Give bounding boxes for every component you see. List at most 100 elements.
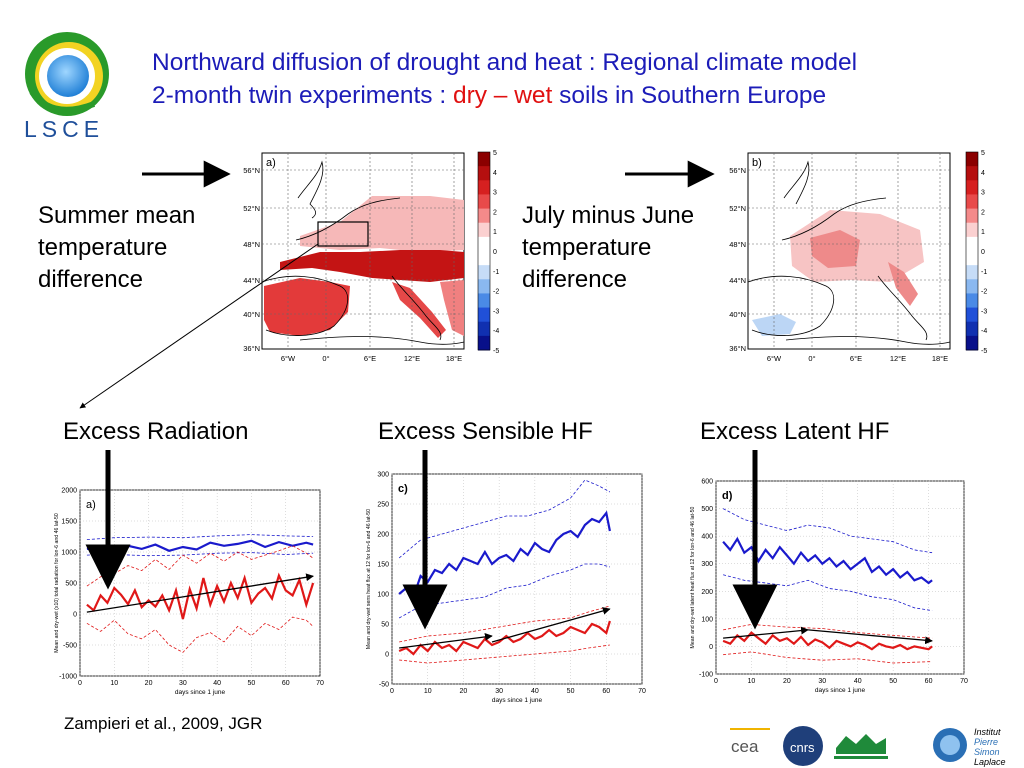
colorbar-swatch <box>966 194 978 210</box>
partner-logos: cea cnrs Institut Pierre Simon Laplace <box>728 726 1006 767</box>
map-b-panel-label: b) <box>752 157 762 169</box>
lat-tick-label: 48°N <box>729 240 746 249</box>
colorbar-tick-label: 0 <box>493 249 497 256</box>
series-line <box>398 620 611 656</box>
summer-label: Summer mean temperature difference <box>38 200 195 296</box>
x-tick-label: 60 <box>602 688 610 695</box>
y-axis-label: Mean and dry-wet (x10) total radiation f… <box>54 513 60 653</box>
lat-tick-label: 56°N <box>243 166 260 175</box>
logo-text: LSCE <box>24 116 105 142</box>
panel-label: a) <box>86 499 96 511</box>
map-a-iberia-coast <box>261 275 348 336</box>
y-tick-label: 500 <box>65 581 77 588</box>
colorbar-swatch <box>478 166 490 181</box>
svg-text:cea: cea <box>731 737 759 756</box>
colorbar-tick-label: 4 <box>493 170 497 177</box>
y-tick-label: -1000 <box>59 674 77 681</box>
colorbar-tick-label: 2 <box>981 209 985 216</box>
colorbar-swatch <box>478 293 490 309</box>
lat-tick-label: 40°N <box>243 310 260 319</box>
x-tick-label: 30 <box>179 680 187 687</box>
x-tick-label: 30 <box>495 688 503 695</box>
colorbar-tick-label: -2 <box>981 289 987 296</box>
colorbar-swatch <box>478 180 490 195</box>
lat-tick-label: 44°N <box>243 276 260 285</box>
colorbar-tick-label: 3 <box>493 190 497 197</box>
panel-label: d) <box>722 490 733 502</box>
colorbar-tick-label: -3 <box>981 308 987 315</box>
colorbar-tick-label: 1 <box>981 229 985 236</box>
x-tick-label: 10 <box>110 680 118 687</box>
y-tick-label: 0 <box>385 652 389 659</box>
series-spread-line <box>86 616 314 653</box>
x-tick-label: 40 <box>531 688 539 695</box>
svg-text:cnrs: cnrs <box>790 740 815 755</box>
colorbar-swatch <box>966 180 978 195</box>
colorbar-swatch <box>478 194 490 210</box>
latent-label: Excess Latent HF <box>700 418 890 445</box>
summer-label-line-1: Summer mean <box>38 202 196 229</box>
colorbar-swatch <box>478 222 490 238</box>
slide-title: Northward diffusion of drought and heat … <box>152 46 1012 112</box>
map-a-region-box <box>317 221 369 247</box>
y-tick-label: 600 <box>701 479 713 486</box>
colorbar-swatch <box>478 236 490 252</box>
map-b-uk-coast <box>783 160 810 205</box>
title-line-2: 2-month twin experiments : dry – wet soi… <box>152 79 1012 112</box>
series-spread-line <box>398 479 611 559</box>
lat-tick-label: 52°N <box>729 204 746 213</box>
colorbar-tick-label: -4 <box>493 328 499 335</box>
colorbar-tick-label: 3 <box>981 190 985 197</box>
map-summer-mean: a) 56°N 52°N 48°N 44°N 40°N 36°N 6°W 0° 6°E 12°E… <box>243 150 499 363</box>
colorbar-tick-label: 5 <box>493 150 497 157</box>
x-tick-label: 40 <box>854 678 862 685</box>
colorbar-tick-label: -1 <box>981 269 987 276</box>
radiation-label: Excess Radiation <box>63 418 249 445</box>
reference: Zampieri et al., 2009, JGR <box>64 714 263 733</box>
colorbar-swatch <box>478 152 490 167</box>
map-b-italy-coast <box>877 275 928 341</box>
map-b-france-coast <box>781 197 887 241</box>
x-tick-label: 10 <box>748 678 756 685</box>
series-spread-line <box>86 545 314 587</box>
series-spread-line <box>723 651 933 664</box>
arrow-region-to-radiation <box>79 243 319 409</box>
title-wet: wet <box>514 82 553 109</box>
map-a-africa-coast <box>299 336 465 345</box>
july-label-line-1: July minus June <box>522 202 695 229</box>
lat-tick-label: 44°N <box>729 276 746 285</box>
colorbar-tick-label: 1 <box>493 229 497 236</box>
colorbar-swatch <box>966 279 978 294</box>
y-axis-label: Mean and dry-wet latent heat flux at 12 … <box>690 506 696 648</box>
y-tick-label: 200 <box>701 589 713 596</box>
x-tick-label: 10 <box>424 688 432 695</box>
y-tick-label: 100 <box>701 616 713 623</box>
cnrs-logo <box>783 726 823 766</box>
chart-sensible-hf: 0 10 20 30 40 50 60 70-50050100150200250300days… <box>366 472 646 705</box>
lon-tick-label: 6°W <box>281 354 296 363</box>
x-tick-label: 30 <box>818 678 826 685</box>
ipsl-logo: Institut Pierre Simon Laplace <box>933 727 1006 767</box>
lat-tick-label: 40°N <box>729 310 746 319</box>
colorbar-swatch <box>966 307 978 323</box>
colorbar-tick-label: 4 <box>981 170 985 177</box>
colorbar-swatch <box>966 321 978 337</box>
lsce-logo-mark <box>25 32 109 116</box>
title-dash: – <box>486 82 515 109</box>
trend-arrow <box>808 629 933 645</box>
x-tick-label: 0 <box>714 678 718 685</box>
colorbar-swatch <box>966 208 978 224</box>
series-line <box>722 536 933 585</box>
map-b-panel-bg <box>750 155 768 169</box>
colorbar-swatch <box>966 236 978 252</box>
x-tick-label: 20 <box>783 678 791 685</box>
map-a-italy-coast <box>391 275 442 341</box>
colorbar-swatch <box>478 208 490 224</box>
series-spread-line <box>722 508 933 554</box>
chart-latent-hf: 0 10 20 30 40 50 60 70-1000100200300400500600da… <box>690 479 968 695</box>
svg-text:Pierre: Pierre <box>974 737 998 747</box>
trend-arrow <box>723 626 809 639</box>
lon-tick-label: 12°E <box>404 354 420 363</box>
title-line-2-suffix: soils in Southern Europe <box>552 82 827 109</box>
